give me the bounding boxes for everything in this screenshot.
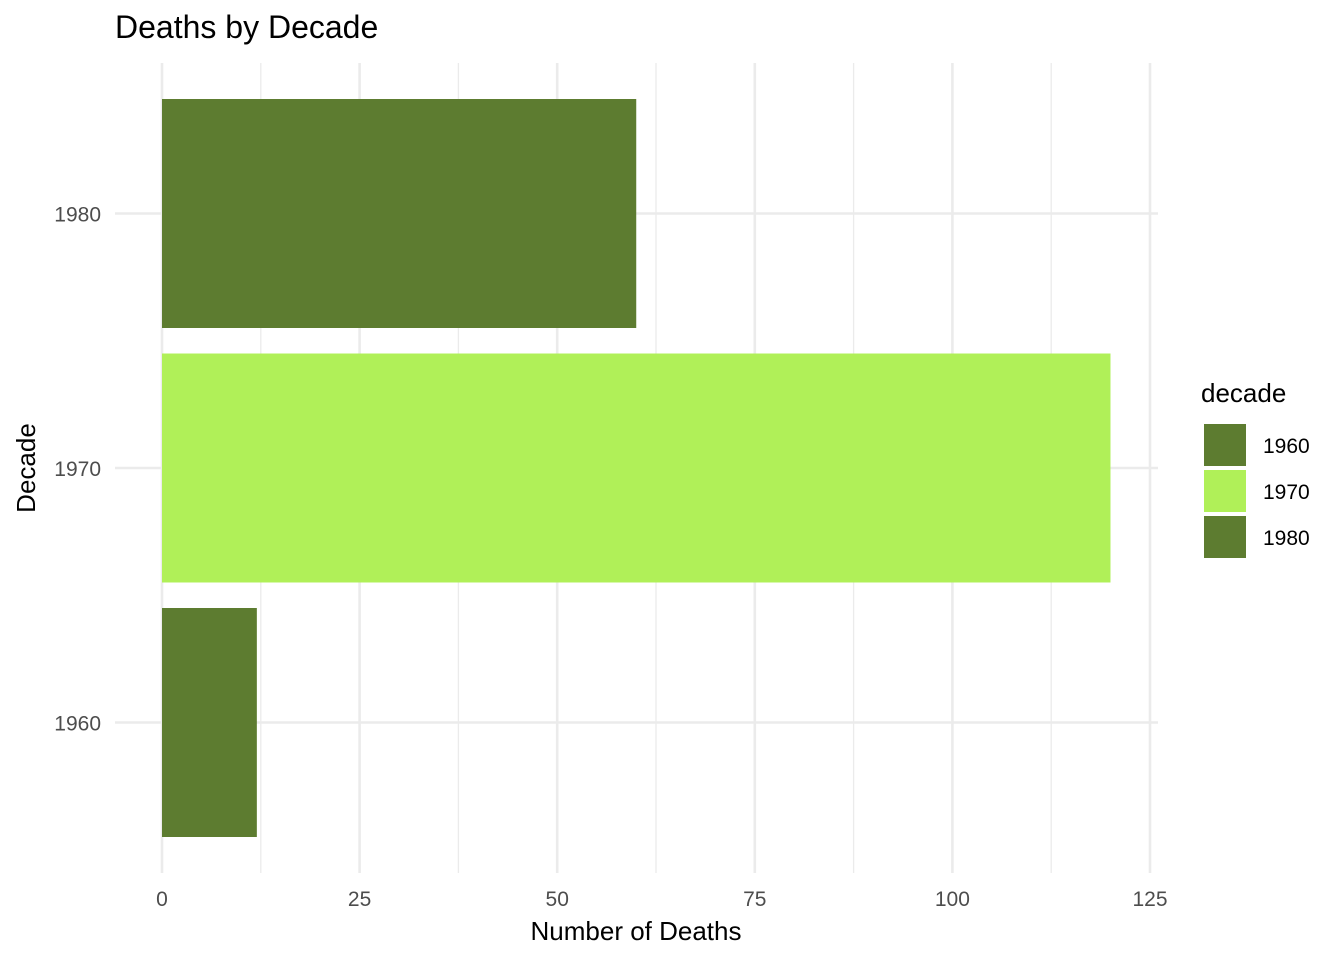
x-tick-label: 100 — [935, 888, 970, 911]
y-axis-ticks: 1960 1970 1980 — [54, 204, 101, 736]
legend-swatch-1980 — [1204, 516, 1246, 558]
legend-swatch-1960 — [1204, 424, 1246, 466]
chart-title: Deaths by Decade — [115, 9, 378, 45]
y-axis-title: Decade — [11, 423, 41, 513]
x-axis-ticks: 0 25 50 75 100 125 — [156, 888, 1167, 911]
legend-label: 1970 — [1263, 481, 1310, 504]
x-tick-label: 50 — [546, 888, 569, 911]
y-tick-label: 1960 — [54, 713, 101, 736]
bar-1970 — [162, 353, 1111, 583]
x-tick-label: 125 — [1132, 888, 1167, 911]
legend-label: 1980 — [1263, 527, 1310, 550]
x-tick-label: 75 — [743, 888, 766, 911]
legend-title: decade — [1201, 378, 1286, 408]
x-tick-label: 25 — [348, 888, 371, 911]
y-tick-label: 1970 — [54, 458, 101, 481]
x-tick-label: 0 — [156, 888, 168, 911]
x-axis-title: Number of Deaths — [531, 916, 742, 946]
legend-label: 1960 — [1263, 435, 1310, 458]
legend-swatch-1970 — [1204, 470, 1246, 512]
bar-1980 — [162, 99, 637, 328]
legend: decade 1960 1970 1980 — [1201, 378, 1310, 558]
bars — [162, 99, 1111, 837]
bar-1960 — [162, 608, 257, 837]
y-tick-label: 1980 — [54, 204, 101, 227]
